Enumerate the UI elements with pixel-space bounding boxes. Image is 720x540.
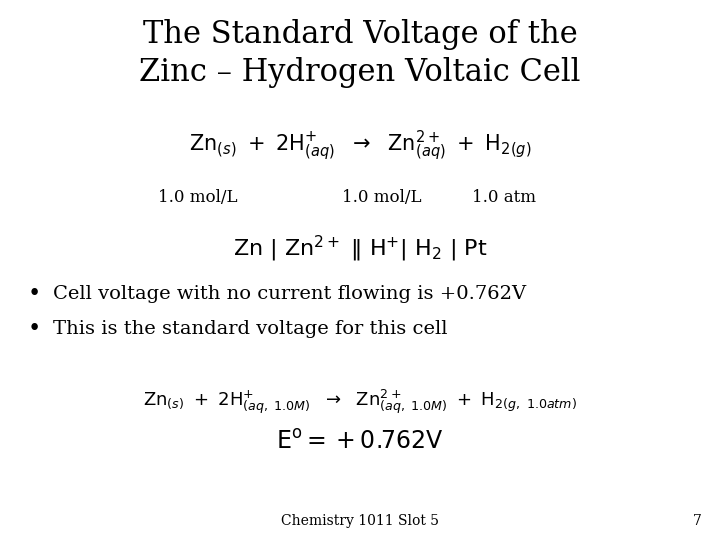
Text: 1.0 mol/L: 1.0 mol/L — [342, 188, 421, 206]
Text: 7: 7 — [693, 514, 702, 528]
Text: The Standard Voltage of the: The Standard Voltage of the — [143, 19, 577, 50]
Text: 1.0 mol/L: 1.0 mol/L — [158, 188, 238, 206]
Text: This is the standard voltage for this cell: This is the standard voltage for this ce… — [53, 320, 447, 339]
Text: 1.0 atm: 1.0 atm — [472, 188, 536, 206]
Text: $\mathrm{Zn}_{(s)}\ +\ 2\mathrm{H}^{+}_{(aq)}\ \ \rightarrow\ \ \mathrm{Zn}^{2+}: $\mathrm{Zn}_{(s)}\ +\ 2\mathrm{H}^{+}_{… — [189, 129, 531, 163]
Text: •: • — [27, 319, 40, 340]
Text: Chemistry 1011 Slot 5: Chemistry 1011 Slot 5 — [281, 514, 439, 528]
Text: Zinc – Hydrogen Voltaic Cell: Zinc – Hydrogen Voltaic Cell — [139, 57, 581, 87]
Text: $\mathrm{Zn}_{(s)}\ +\ 2\mathrm{H}^{+}_{(aq,\ 1.0M)}\ \ \rightarrow\ \ \mathrm{Z: $\mathrm{Zn}_{(s)}\ +\ 2\mathrm{H}^{+}_{… — [143, 388, 577, 416]
Text: $\mathrm{E^{o} = +0.762V}$: $\mathrm{E^{o} = +0.762V}$ — [276, 430, 444, 454]
Text: $\mathrm{Zn\ |\ Zn}^{2+}\ \|\ \mathrm{H}^{+}\mathrm{|\ H}_{2}\mathrm{\ |\ Pt}$: $\mathrm{Zn\ |\ Zn}^{2+}\ \|\ \mathrm{H}… — [233, 233, 487, 264]
Text: •: • — [27, 284, 40, 305]
Text: Cell voltage with no current flowing is +0.762V: Cell voltage with no current flowing is … — [53, 285, 526, 303]
